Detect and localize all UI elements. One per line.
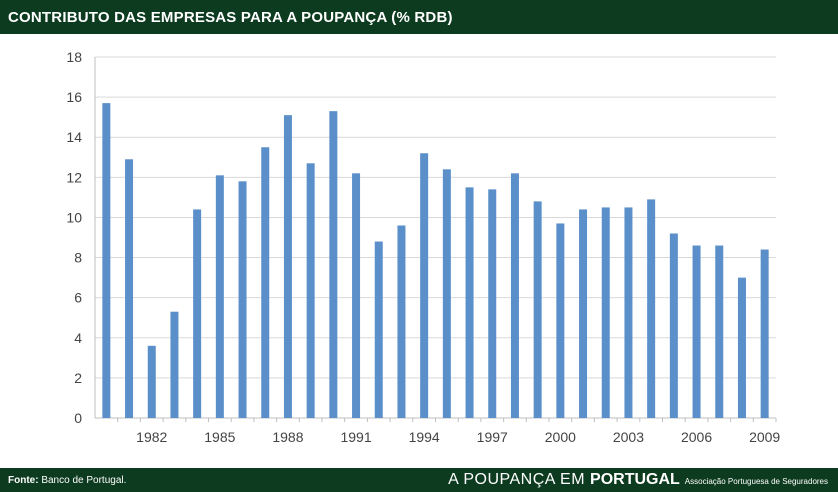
bar-1989	[306, 163, 315, 418]
y-tick-label: 2	[74, 370, 82, 386]
brand-sub: Associação Portuguesa de Seguradores	[684, 477, 828, 486]
bar-2003	[624, 207, 633, 418]
bar-1980	[102, 103, 111, 418]
bar-2009	[760, 249, 769, 418]
footer-bar: Fonte: Banco de Portugal. A POUPANÇA EM …	[0, 468, 838, 492]
x-tick-label: 1991	[340, 429, 371, 445]
bar-1998	[510, 173, 519, 418]
bar-1992	[374, 241, 383, 418]
y-tick-label: 6	[74, 290, 82, 306]
y-tick-label: 10	[66, 209, 82, 225]
y-tick-label: 14	[66, 129, 82, 145]
x-tick-label: 2000	[545, 429, 576, 445]
x-tick-label: 2003	[613, 429, 644, 445]
chart-title: CONTRIBUTO DAS EMPRESAS PARA A POUPANÇA …	[8, 8, 453, 26]
x-tick-label: 2006	[681, 429, 712, 445]
bar-1984	[193, 209, 202, 418]
x-tick-label: 1994	[409, 429, 440, 445]
y-tick-label: 18	[66, 49, 82, 65]
source-label: Fonte:	[8, 474, 39, 486]
bar-1983	[170, 311, 179, 418]
bar-1997	[488, 189, 497, 418]
bar-2008	[737, 277, 746, 418]
bar-1991	[352, 173, 361, 418]
y-tick-label: 0	[74, 410, 82, 426]
bar-2004	[647, 199, 656, 418]
bar-1985	[215, 175, 224, 418]
bar-chart: 0 2 4 6 8 10 12 14 16 18 1982 1985 1988 1991 1994 1997 2…	[66, 49, 780, 445]
y-tick-label: 12	[66, 169, 82, 185]
bar-1987	[261, 147, 270, 418]
bar-1982	[147, 345, 156, 418]
chart-area: 0 2 4 6 8 10 12 14 16 18 1982 1985 1988 1991 1994 1997 2…	[0, 34, 838, 464]
bar-1996	[465, 187, 474, 418]
x-tick-label: 1988	[272, 429, 303, 445]
header-bar: CONTRIBUTO DAS EMPRESAS PARA A POUPANÇA …	[0, 0, 838, 34]
bar-2005	[669, 233, 678, 418]
brand-logo: A POUPANÇA EM PORTUGAL Associação Portug…	[448, 471, 838, 489]
brand-part1: A POUPANÇA EM	[448, 471, 586, 488]
bar-1999	[533, 201, 542, 418]
brand-part2: PORTUGAL	[590, 471, 680, 488]
bar-2006	[692, 245, 701, 418]
source-note: Fonte: Banco de Portugal.	[0, 475, 126, 486]
bar-2002	[601, 207, 610, 418]
bar-1990	[329, 111, 338, 419]
x-tick-label: 1985	[204, 429, 235, 445]
source-text: Banco de Portugal.	[41, 474, 127, 486]
x-tick-label: 2009	[749, 429, 780, 445]
x-tick-label: 1982	[136, 429, 167, 445]
bar-1986	[238, 181, 247, 418]
y-tick-label: 16	[66, 89, 82, 105]
bar-1995	[442, 169, 451, 418]
y-tick-label: 8	[74, 250, 82, 266]
bar-1988	[283, 115, 292, 419]
bar-2000	[556, 223, 565, 418]
x-tick-label: 1997	[477, 429, 508, 445]
y-tick-label: 4	[74, 330, 82, 346]
bar-2007	[715, 245, 724, 418]
bar-1994	[420, 153, 429, 418]
bar-1993	[397, 225, 406, 418]
bar-1981	[125, 159, 134, 418]
bar-2001	[579, 209, 588, 418]
